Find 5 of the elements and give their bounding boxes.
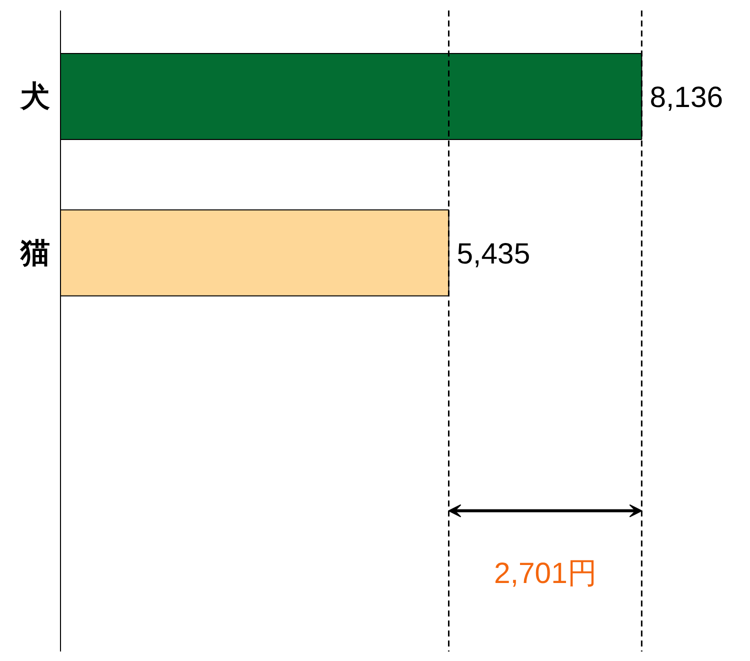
data-label: 8,136 [650,80,724,114]
data-label: 5,435 [456,237,530,270]
text: 2,701円 [494,556,596,590]
y-tick-label: 猫 [20,236,50,270]
y-tick-label: 犬 [20,80,50,113]
